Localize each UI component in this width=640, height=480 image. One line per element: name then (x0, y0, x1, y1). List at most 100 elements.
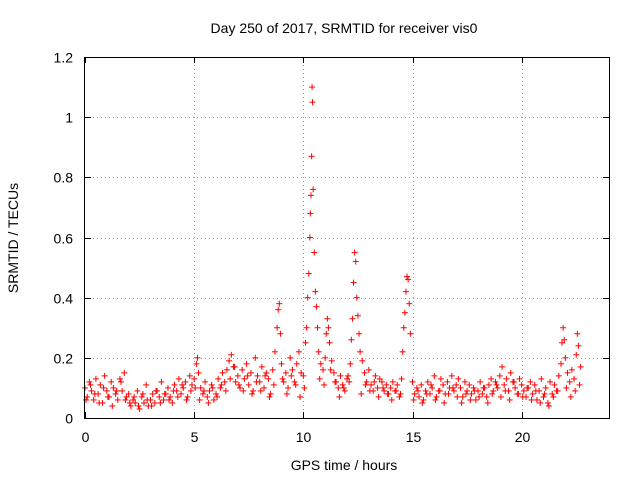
data-point (317, 360, 324, 367)
data-point (196, 396, 203, 403)
data-point (551, 381, 558, 388)
data-point (420, 396, 427, 403)
data-point (389, 378, 396, 385)
data-point (269, 366, 276, 373)
data-point (337, 372, 344, 379)
data-point (409, 378, 416, 385)
data-point (401, 309, 408, 316)
data-point (399, 348, 406, 355)
data-point (537, 399, 544, 406)
x-tick-label: 5 (191, 429, 199, 445)
data-point (157, 399, 164, 406)
data-point (441, 399, 448, 406)
data-point (404, 273, 411, 280)
data-point (184, 393, 191, 400)
data-points (82, 84, 584, 412)
data-point (376, 375, 383, 382)
data-point (222, 387, 229, 394)
data-point (304, 294, 311, 301)
data-point (428, 381, 435, 388)
data-point (266, 393, 273, 400)
data-point (357, 348, 364, 355)
data-point (572, 387, 579, 394)
data-point (470, 384, 477, 391)
data-point (380, 384, 387, 391)
data-point (480, 384, 487, 391)
data-point (499, 363, 506, 370)
data-point (562, 354, 569, 361)
data-point (519, 393, 526, 400)
data-point (489, 390, 496, 397)
data-point (538, 375, 545, 382)
data-point (557, 360, 564, 367)
data-point (540, 393, 547, 400)
data-point (291, 378, 298, 385)
data-point (140, 399, 147, 406)
data-point (84, 393, 91, 400)
data-point (507, 369, 514, 376)
data-point (544, 399, 551, 406)
data-point (285, 384, 292, 391)
data-point (490, 387, 497, 394)
data-point (180, 384, 187, 391)
data-point (477, 378, 484, 385)
data-point (275, 306, 282, 313)
data-point (276, 300, 283, 307)
data-point (215, 375, 222, 382)
data-point (324, 315, 331, 322)
x-tick-label: 0 (82, 429, 90, 445)
data-point (205, 399, 212, 406)
data-point (547, 378, 554, 385)
data-point (175, 375, 182, 382)
x-tick-label: 20 (515, 429, 531, 445)
data-point (431, 372, 438, 379)
data-point (345, 372, 352, 379)
data-point (171, 381, 178, 388)
data-point (307, 210, 314, 217)
data-point (352, 258, 359, 265)
data-point (411, 390, 418, 397)
data-point (453, 381, 460, 388)
data-point (429, 384, 436, 391)
data-point (577, 363, 584, 370)
data-point (348, 336, 355, 343)
data-point (378, 378, 385, 385)
data-point (271, 348, 278, 355)
data-point (374, 384, 381, 391)
data-point (116, 375, 123, 382)
data-point (566, 378, 573, 385)
data-point (531, 381, 538, 388)
x-tick-label: 15 (406, 429, 422, 445)
data-point (455, 375, 462, 382)
data-point (549, 390, 556, 397)
data-point (92, 375, 99, 382)
data-point (550, 393, 557, 400)
data-point (359, 357, 366, 364)
data-point (394, 381, 401, 388)
data-point (416, 393, 423, 400)
y-axis-label: SRMTID / TECUs (5, 183, 21, 293)
data-point (406, 300, 413, 307)
data-point (458, 399, 465, 406)
data-point (398, 375, 405, 382)
data-point (178, 390, 185, 397)
data-point (174, 393, 181, 400)
data-point (158, 378, 165, 385)
data-point (512, 384, 519, 391)
data-point (193, 360, 200, 367)
data-point (206, 387, 213, 394)
data-point (179, 381, 186, 388)
data-point (134, 387, 141, 394)
data-point (307, 192, 314, 199)
data-point (293, 360, 300, 367)
data-point (354, 312, 361, 319)
data-point (560, 324, 567, 331)
data-point (564, 369, 571, 376)
data-point (554, 387, 561, 394)
data-point (466, 381, 473, 388)
data-point (567, 393, 574, 400)
data-point (314, 324, 321, 331)
data-point (226, 357, 233, 364)
data-point (541, 390, 548, 397)
